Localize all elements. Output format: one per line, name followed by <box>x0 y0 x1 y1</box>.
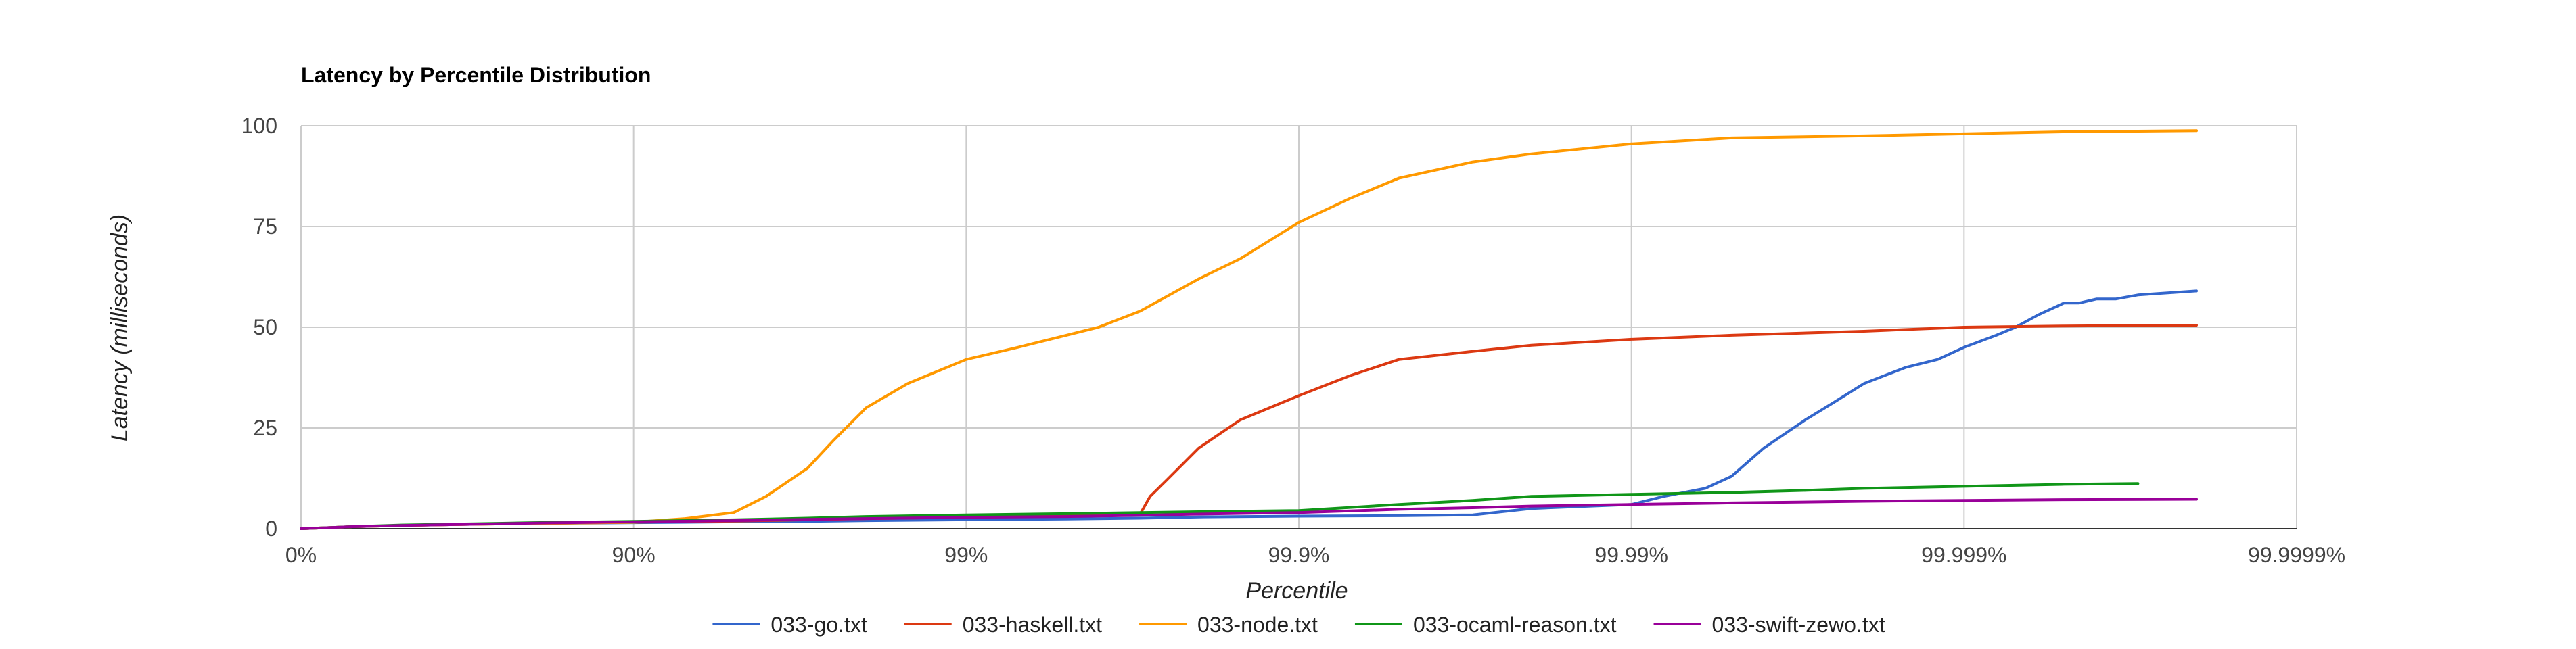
y-tick-label: 0 <box>265 516 277 541</box>
legend-item: 033-node.txt <box>1139 612 1318 637</box>
x-tick-label: 99.99% <box>1594 543 1668 567</box>
legend: 033-go.txt 033-haskell.txt 033-node.txt 033… <box>712 612 1885 637</box>
legend-label: 033-swift-zewo.txt <box>1712 612 1885 637</box>
x-tick-label: 0% <box>285 543 317 567</box>
legend-label: 033-haskell.txt <box>963 612 1102 637</box>
x-tick-label: 90% <box>612 543 656 567</box>
series-lines <box>300 129 2198 530</box>
legend-item: 033-swift-zewo.txt <box>1653 612 1885 637</box>
legend-label: 033-ocaml-reason.txt <box>1413 612 1617 637</box>
y-tick-label: 75 <box>253 214 277 239</box>
x-tick-labels: 0% 90% 99% 99.9% 99.99% 99.999% 99.9999% <box>285 543 2345 567</box>
series-line-033-haskell-txt <box>300 324 2198 530</box>
y-tick-label: 100 <box>242 114 277 138</box>
chart-title: Latency by Percentile Distribution <box>301 63 651 87</box>
x-tick-label: 99.999% <box>1921 543 2006 567</box>
grid <box>300 125 2297 529</box>
legend-item: 033-haskell.txt <box>904 612 1102 637</box>
y-tick-label: 50 <box>253 315 277 339</box>
x-tick-label: 99% <box>944 543 988 567</box>
y-tick-label: 25 <box>253 416 277 440</box>
x-axis-title: Percentile <box>1245 578 1348 604</box>
series-line-033-swift-zewo-txt <box>300 498 2198 530</box>
x-tick-label: 99.9% <box>1268 543 1330 567</box>
legend-item: 033-ocaml-reason.txt <box>1354 612 1617 637</box>
legend-label: 033-go.txt <box>770 612 867 637</box>
y-axis-title: Latency (milliseconds) <box>107 214 133 441</box>
legend-item: 033-go.txt <box>712 612 867 637</box>
x-tick-label: 99.9999% <box>2248 543 2345 567</box>
y-tick-labels: 0 25 50 75 100 <box>242 114 277 541</box>
legend-label: 033-node.txt <box>1197 612 1318 637</box>
